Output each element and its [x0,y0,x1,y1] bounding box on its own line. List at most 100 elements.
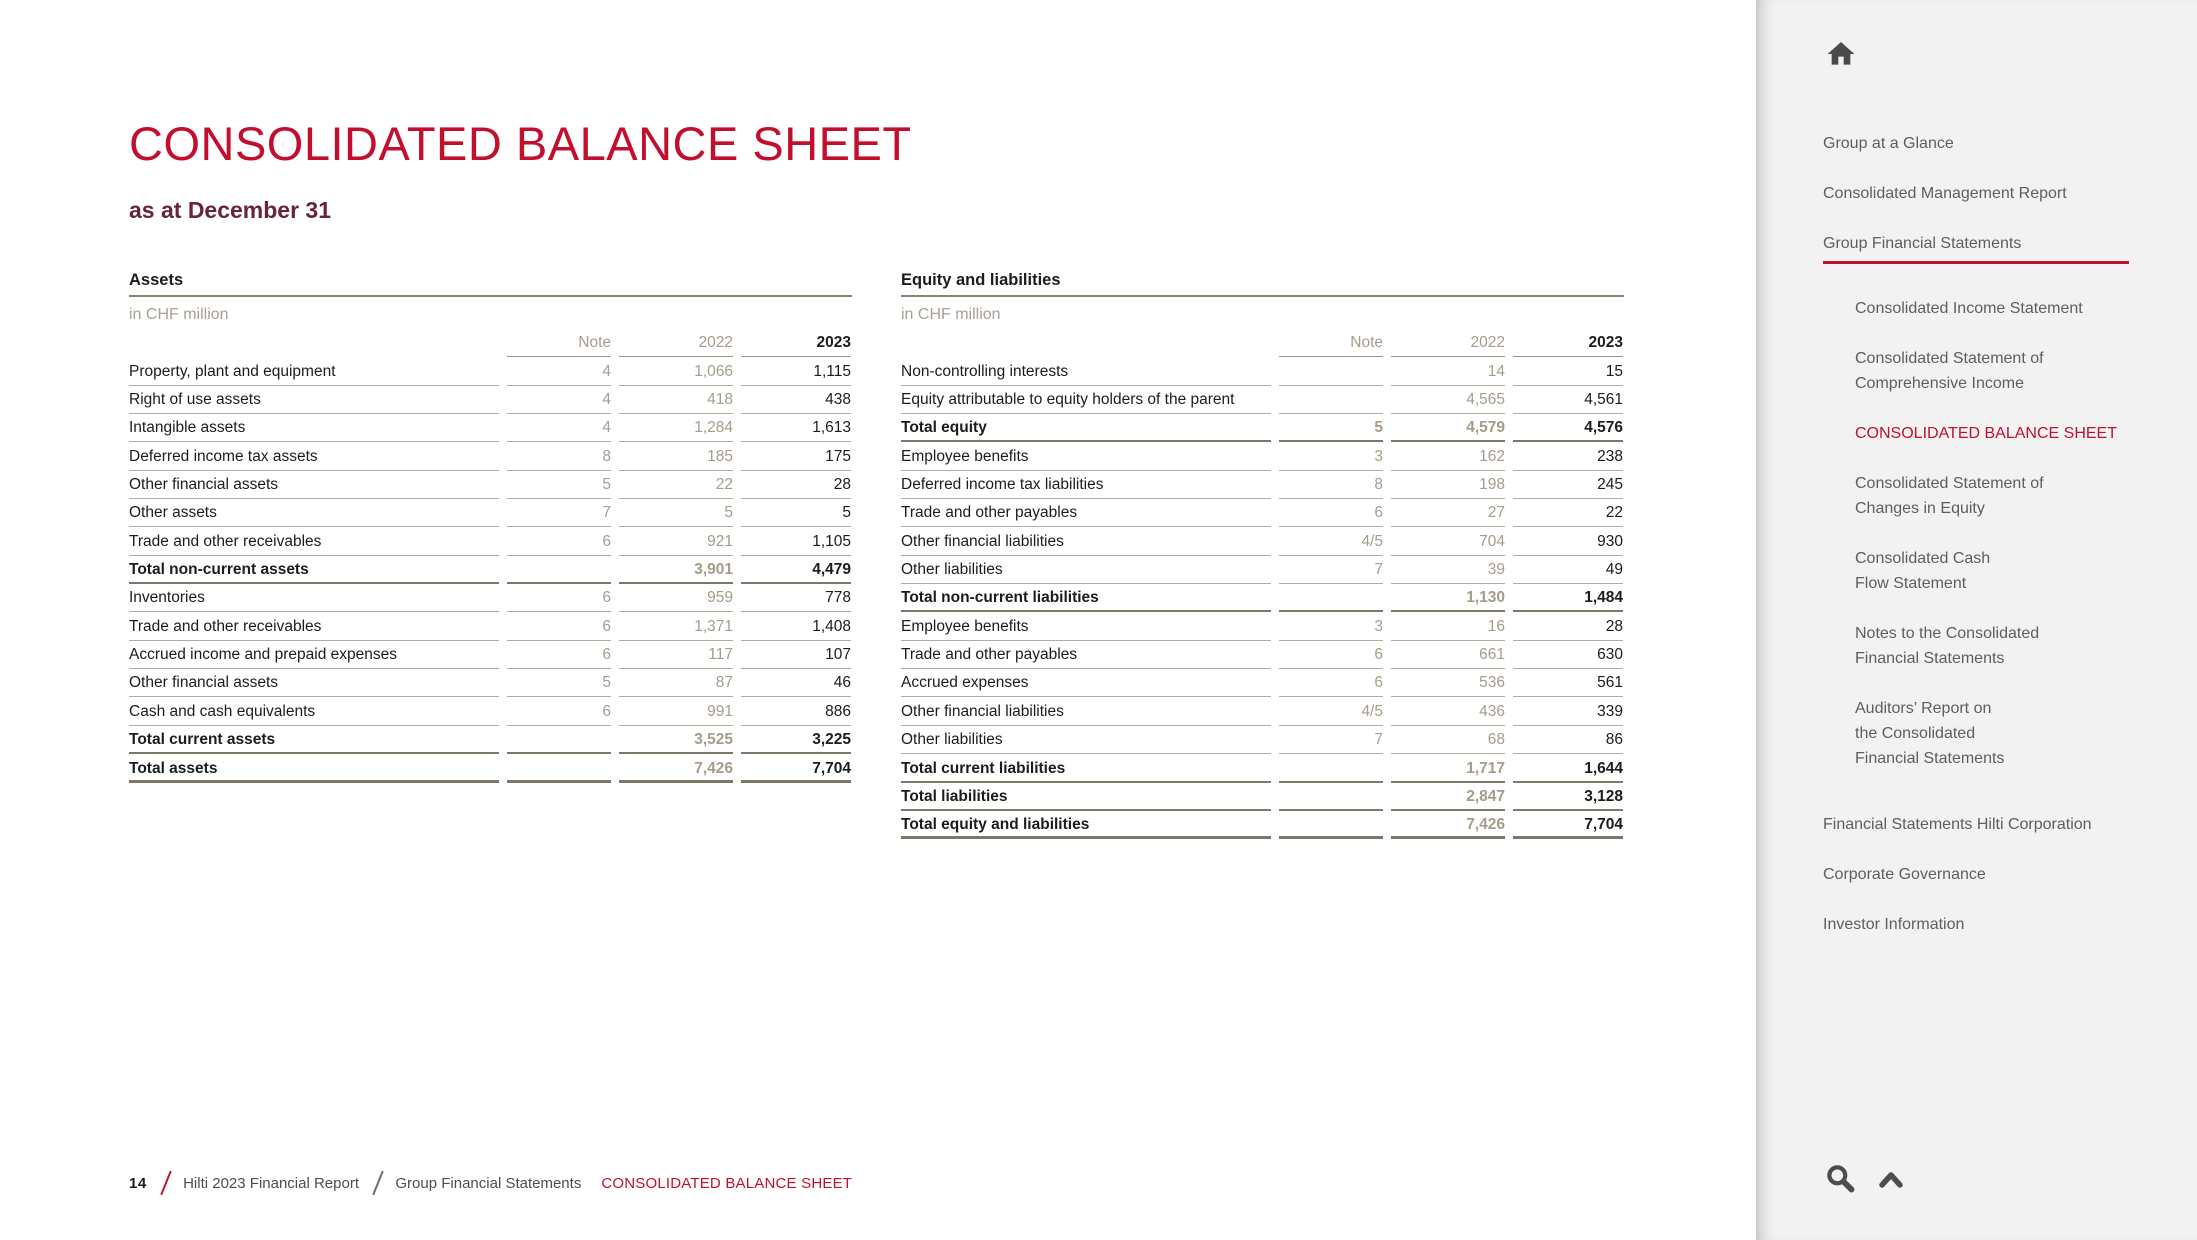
note-value [1279,357,1383,386]
note-value: 4 [507,386,611,415]
value-2022: 959 [619,584,733,613]
note-value [1279,783,1383,811]
note-value [1279,811,1383,840]
page-number: 14 [129,1174,147,1192]
row-label: Total current liabilities [901,754,1271,783]
value-2023: 49 [1513,556,1623,585]
value-2022: 3,901 [619,556,733,585]
row-label: Other assets [129,499,499,528]
search-icon[interactable] [1822,1160,1860,1198]
value-2023: 7,704 [741,754,851,783]
value-2022: 704 [1391,527,1505,556]
note-value [1279,386,1383,415]
value-2023: 7,704 [1513,811,1623,840]
value-2022: 1,717 [1391,754,1505,783]
col-header-note: Note [507,329,611,358]
slash-divider-icon [372,1170,385,1196]
row-label: Other financial assets [129,471,499,500]
row-label: Intangible assets [129,414,499,443]
col-header-2022: 2022 [1391,329,1505,358]
value-2023: 1,408 [741,612,851,641]
col-header-2023: 2023 [1513,329,1623,358]
value-2023: 1,115 [741,357,851,386]
value-2022: 14 [1391,357,1505,386]
sidebar-item[interactable]: Notes to the Consolidated Financial Stat… [1855,625,2040,667]
value-2023: 438 [741,386,851,415]
value-2023: 3,128 [1513,783,1623,811]
sidebar-item[interactable]: Consolidated Cash Flow Statement [1855,550,1991,592]
sidebar-item[interactable]: Consolidated Statement of Changes in Equ… [1855,475,2044,517]
sidebar-item[interactable]: Consolidated Management Report [1823,185,2067,202]
value-2023: 1,484 [1513,584,1623,613]
value-2022: 185 [619,442,733,471]
row-label: Deferred income tax assets [129,442,499,471]
row-label: Equity attributable to equity holders of… [901,386,1271,415]
sidebar-item[interactable]: Consolidated Income Statement [1855,300,2083,317]
value-2023: 930 [1513,527,1623,556]
equity-section-header: Equity and liabilities [901,272,1624,297]
row-label: Non-controlling interests [901,357,1271,386]
value-2023: 886 [741,697,851,726]
slash-divider-icon [159,1170,172,1196]
value-2022: 991 [619,697,733,726]
equity-unit-label: in CHF million [901,306,1001,323]
value-2022: 7,426 [1391,811,1505,840]
value-2023: 238 [1513,442,1623,471]
assets-unit-label: in CHF million [129,306,229,323]
value-2022: 661 [1391,641,1505,670]
sidebar-item[interactable]: Group Financial Statements [1823,231,2173,264]
footer: 14 Hilti 2023 Financial Report Group Fin… [129,1168,852,1198]
row-label: Trade and other payables [901,641,1271,670]
sidebar-item[interactable]: Group at a Glance [1823,135,1954,152]
value-2022: 536 [1391,669,1505,698]
value-2023: 4,576 [1513,414,1623,443]
content: CONSOLIDATED BALANCE SHEET as at Decembe… [129,117,1624,1198]
note-value: 6 [1279,641,1383,670]
sidebar-item[interactable]: Financial Statements Hilti Corporation [1823,816,2092,833]
breadcrumb-current-page: CONSOLIDATED BALANCE SHEET [601,1174,853,1192]
row-label: Trade and other receivables [129,612,499,641]
value-2022: 3,525 [619,726,733,755]
note-value: 5 [507,471,611,500]
row-label: Other liabilities [901,556,1271,585]
row-label: Accrued income and prepaid expenses [129,641,499,670]
value-2023: 1,105 [741,527,851,556]
sidebar-item[interactable]: Consolidated Statement of Comprehensive … [1855,350,2044,392]
value-2023: 107 [741,641,851,670]
sidebar-nav: Group at a Glance Consolidated Management… [1756,131,2173,962]
sidebar-item[interactable]: CONSOLIDATED BALANCE SHEET [1855,425,2117,442]
note-value: 7 [1279,726,1383,755]
sidebar-item[interactable]: Investor Information [1823,916,1965,933]
value-2023: 1,613 [741,414,851,443]
col-header-spacer [901,329,1271,357]
sidebar-item[interactable]: Auditors’ Report on the Consolidated Fin… [1855,700,2005,767]
row-label: Other financial assets [129,669,499,698]
row-label: Cash and cash equivalents [129,697,499,726]
note-value: 6 [507,584,611,613]
value-2023: 1,644 [1513,754,1623,783]
value-2023: 245 [1513,471,1623,500]
value-2022: 1,066 [619,357,733,386]
value-2022: 4,565 [1391,386,1505,415]
value-2023: 4,561 [1513,386,1623,415]
note-value [1279,584,1383,613]
note-value [1279,754,1383,783]
row-label: Total liabilities [901,783,1271,811]
value-2023: 778 [741,584,851,613]
sidebar-item[interactable]: Corporate Governance [1823,866,1986,883]
note-value: 6 [507,697,611,726]
home-icon[interactable] [1825,38,1857,70]
note-value: 8 [1279,471,1383,500]
row-label: Other financial liabilities [901,527,1271,556]
note-value: 3 [1279,442,1383,471]
assets-table: Assets in CHF million Note 2022 2023 Proper… [129,272,852,783]
value-2022: 7,426 [619,754,733,783]
row-label: Total non-current liabilities [901,584,1271,613]
row-label: Employee benefits [901,612,1271,641]
value-2022: 2,847 [1391,783,1505,811]
row-label: Inventories [129,584,499,613]
value-2022: 1,371 [619,612,733,641]
value-2023: 3,225 [741,726,851,755]
chevron-up-icon[interactable] [1876,1167,1906,1191]
